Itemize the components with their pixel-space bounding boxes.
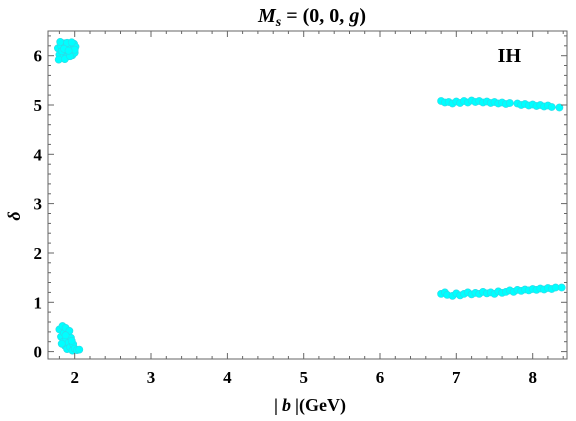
x-tick-label: 7 [452,368,461,387]
x-label-unit: (GeV) [299,395,346,416]
data-point-50 [61,331,70,340]
y-tick-label: 5 [34,96,43,115]
x-label-bar-right: | [295,395,299,415]
title-subscript-s: s [275,15,282,30]
data-point-29 [64,46,73,55]
axis-ticks: 2 3 4 5 6 7 8 0 1 2 3 4 5 6 [34,31,567,387]
title-equation: = (0, 0, [281,5,349,27]
y-axis-label: δ [4,211,24,220]
chart-title: Ms = (0, 0, g) [257,5,366,30]
title-close: ) [359,5,366,27]
x-tick-label: 3 [147,368,156,387]
title-m: M [257,5,277,27]
data-point-51 [67,336,76,345]
plot-frame [47,30,568,360]
x-tick-label: 6 [376,368,385,387]
data-point-81 [555,103,564,112]
data-point-49 [57,339,66,348]
y-tick-label: 3 [34,195,43,214]
data-point-21 [56,38,65,46]
data-point-80 [547,103,556,111]
y-tick-label: 2 [34,244,43,263]
hierarchy-annotation: IH [498,45,522,67]
data-point-70 [505,99,514,107]
x-tick-label: 5 [299,368,308,387]
y-tick-label: 4 [34,145,43,164]
y-tick-label: 1 [34,293,43,312]
x-axis-label: | b |(GeV) [274,395,346,416]
data-point-48 [75,345,84,354]
data-point-113 [557,283,566,292]
y-tick-label: 6 [34,47,43,66]
x-label-bar-left: | [274,395,278,415]
scatter-points [54,38,566,355]
x-tick-label: 4 [223,368,232,387]
x-tick-label: 2 [70,368,79,387]
x-label-b: b [282,395,291,415]
y-tick-label: 0 [34,343,43,362]
x-tick-label: 8 [528,368,537,387]
data-point-26 [67,38,76,47]
title-g: g [348,5,359,27]
